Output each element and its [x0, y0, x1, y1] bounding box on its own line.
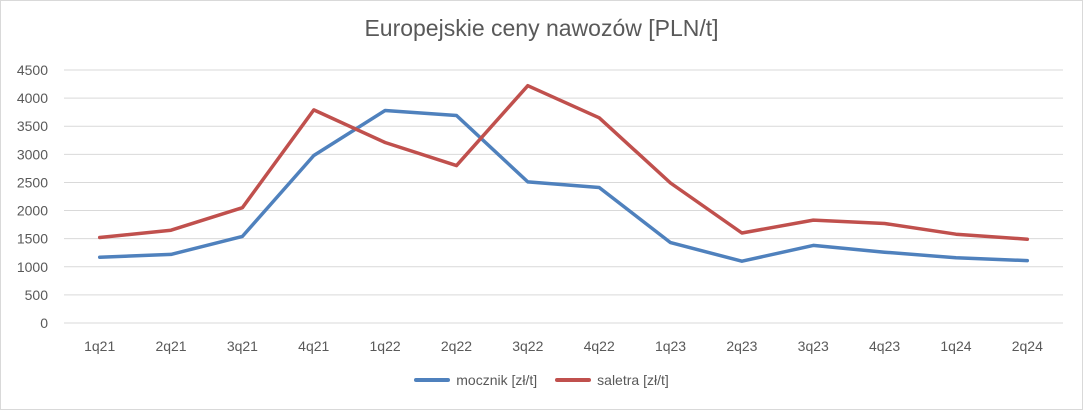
data-point	[384, 142, 386, 144]
data-point	[99, 237, 101, 239]
data-point	[598, 187, 600, 189]
x-tick-label: 3q22	[512, 338, 543, 354]
x-axis-ticks: 1q21 2q21 3q21 4q21 1q22 2q22 3q22 4q22 1q23 2q23…	[84, 338, 1043, 354]
data-point	[670, 242, 672, 244]
y-tick-label: 0	[40, 315, 48, 331]
chart-title: Europejskie ceny nawozów [PLN/t]	[364, 15, 719, 41]
y-tick-label: 4500	[17, 62, 48, 78]
y-tick-label: 4000	[17, 90, 48, 106]
series-lines	[97, 83, 1030, 263]
x-tick-label: 4q23	[869, 338, 900, 354]
y-tick-label: 2000	[17, 203, 48, 219]
series-line-0	[97, 108, 1030, 263]
data-point	[884, 222, 886, 224]
legend-swatch	[555, 378, 592, 382]
x-tick-label: 1q23	[655, 338, 686, 354]
legend-item: mocznik [zł/t]	[414, 372, 537, 388]
data-point	[170, 253, 172, 255]
data-point	[99, 256, 101, 258]
legend-label: mocznik [zł/t]	[456, 372, 538, 388]
data-point	[527, 85, 529, 87]
data-point	[170, 229, 172, 231]
x-tick-label: 3q21	[227, 338, 258, 354]
y-tick-label: 1500	[17, 231, 48, 247]
y-tick-label: 500	[25, 287, 49, 303]
data-point	[241, 235, 243, 237]
data-point	[455, 115, 457, 117]
y-tick-label: 3500	[17, 118, 48, 134]
x-tick-label: 1q22	[370, 338, 401, 354]
data-point	[527, 181, 529, 183]
chart-legend: mocznik [zł/t] saletra [zł/t]	[1, 372, 1082, 388]
y-tick-label: 3000	[17, 146, 48, 162]
x-tick-label: 2q22	[441, 338, 472, 354]
data-point	[313, 154, 315, 156]
x-tick-label: 4q22	[584, 338, 615, 354]
data-point	[812, 244, 814, 246]
x-tick-label: 2q24	[1012, 338, 1043, 354]
data-point	[741, 232, 743, 234]
y-axis-ticks: 0 500 1000 1500 2000 2500 3000 3500 4000 4500	[17, 62, 48, 331]
x-tick-label: 2q21	[155, 338, 186, 354]
data-point	[955, 233, 957, 235]
y-tick-label: 2500	[17, 174, 48, 190]
legend-swatch	[414, 378, 451, 382]
data-point	[384, 109, 386, 111]
x-tick-label: 4q21	[298, 338, 329, 354]
data-point	[1026, 260, 1028, 262]
y-tick-label: 1000	[17, 259, 48, 275]
data-point	[241, 207, 243, 209]
data-point	[955, 257, 957, 259]
data-point	[598, 117, 600, 119]
legend-label: saletra [zł/t]	[597, 372, 669, 388]
data-point	[1026, 238, 1028, 240]
gridlines	[64, 69, 1063, 324]
series-line-1	[97, 83, 1030, 241]
x-tick-label: 1q24	[940, 338, 971, 354]
data-point	[812, 219, 814, 221]
data-point	[313, 109, 315, 111]
x-tick-label: 1q21	[84, 338, 115, 354]
x-tick-label: 2q23	[726, 338, 757, 354]
x-tick-label: 3q23	[798, 338, 829, 354]
data-point	[670, 182, 672, 184]
data-point	[455, 165, 457, 167]
data-point	[884, 251, 886, 253]
legend-item: saletra [zł/t]	[555, 372, 669, 388]
data-point	[741, 260, 743, 262]
